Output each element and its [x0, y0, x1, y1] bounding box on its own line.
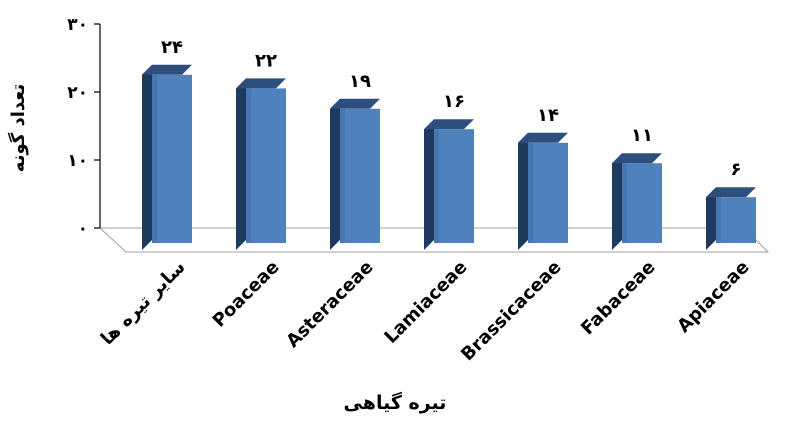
- x-tick-label: Asteraceae: [282, 257, 377, 352]
- x-axis-title: تیره گیاهی: [0, 392, 790, 414]
- bar: [424, 119, 474, 250]
- bar-front-face: [622, 163, 662, 243]
- bar-side-face: [612, 153, 622, 250]
- bar-top-face: [518, 133, 568, 143]
- bar-top-face: [706, 187, 756, 197]
- bar-front-face: [246, 88, 286, 243]
- y-tick-label: ۲۰: [67, 83, 88, 103]
- bar: [706, 187, 756, 250]
- x-tick-label: Apiaceae: [673, 257, 753, 337]
- y-axis-title: تعداد گونه: [7, 84, 29, 172]
- bar-value-label: ۲۲: [255, 50, 277, 71]
- bar: [612, 153, 662, 250]
- x-tick-label: سایر تیره ها: [97, 257, 190, 350]
- bar-value-label: ۱۹: [349, 71, 371, 92]
- bar-top-face: [236, 78, 286, 88]
- x-tick-label: Brassicaceae: [457, 257, 565, 365]
- bar-side-face: [330, 99, 340, 250]
- bar-top-face: [612, 153, 662, 163]
- bar-front-face: [152, 75, 192, 243]
- bar-value-label: ۲۴: [161, 37, 183, 58]
- y-tick-label: ۱۰: [67, 151, 88, 171]
- y-tick-label: ۳۰: [67, 15, 88, 35]
- bar-side-face: [236, 78, 246, 250]
- bar: [142, 65, 192, 250]
- bar-side-face: [518, 133, 528, 250]
- bar-side-face: [424, 119, 434, 250]
- bar-front-face: [528, 143, 568, 243]
- y-axis: ۰ ۱۰ ۲۰ ۳۰: [67, 15, 100, 239]
- bar-top-face: [142, 65, 192, 75]
- x-tick-label: Poaceae: [209, 257, 284, 332]
- bar-value-label: ۶: [731, 159, 742, 180]
- bar-side-face: [142, 65, 152, 250]
- bar-front-face: [340, 109, 380, 243]
- bar-value-label: ۱۶: [443, 91, 465, 112]
- x-tick-label: Lamiaceae: [380, 257, 471, 348]
- x-tick-label: Fabaceae: [577, 257, 659, 339]
- bar-front-face: [434, 129, 474, 243]
- y-tick-label: ۰: [78, 219, 88, 239]
- bar: [236, 78, 286, 250]
- bar-value-label: ۱۴: [537, 105, 559, 126]
- bar-front-face: [716, 197, 756, 243]
- bar: [330, 99, 380, 250]
- bar-top-face: [330, 99, 380, 109]
- bar: [518, 133, 568, 250]
- bar-top-face: [424, 119, 474, 129]
- bar-value-label: ۱۱: [631, 125, 653, 146]
